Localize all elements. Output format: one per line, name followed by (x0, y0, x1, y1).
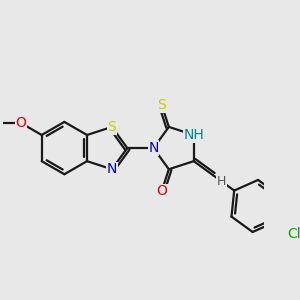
Text: Cl: Cl (287, 227, 300, 241)
Text: N: N (107, 162, 117, 176)
Text: S: S (107, 120, 116, 134)
Text: H: H (217, 175, 226, 188)
Text: O: O (156, 184, 167, 198)
Text: O: O (16, 116, 26, 130)
Text: S: S (157, 98, 166, 112)
Text: NH: NH (183, 128, 204, 142)
Text: N: N (148, 141, 159, 155)
Text: S: S (107, 120, 116, 134)
Text: N: N (107, 162, 117, 176)
